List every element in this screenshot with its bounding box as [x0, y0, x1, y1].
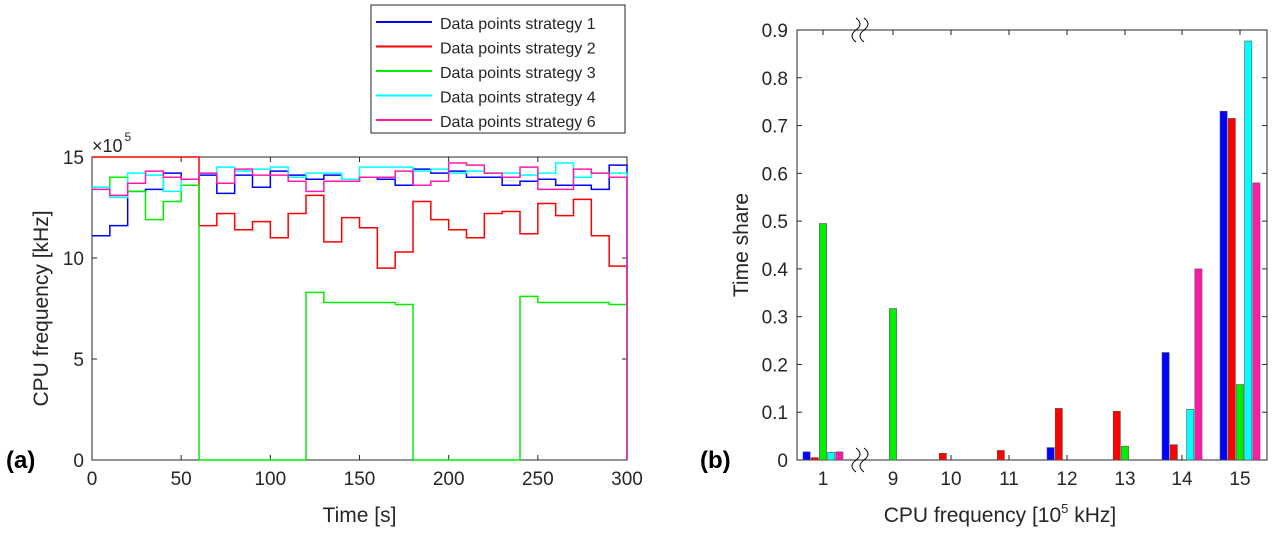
- y-tick-label: 0: [777, 451, 788, 472]
- bar-strategy-1-freq-12: [1046, 447, 1055, 461]
- bar-strategy-2-freq-11: [996, 450, 1005, 461]
- x-tick-label: 300: [611, 469, 643, 490]
- bar-chart: 0 0.1 0.2 0.3 0.4 0.5 0.6 0.7 0.8 0.9 1 9 10 11 12 13 14…: [730, 17, 1268, 527]
- axis-break-icon-bottom: [851, 447, 869, 473]
- bar-strategy-2-freq-13: [1112, 410, 1121, 461]
- bar-strategy-3-freq-9: [889, 308, 897, 461]
- bar-strategy-3-freq-1: [819, 223, 827, 461]
- x-tick-label: 10: [940, 469, 961, 490]
- y-axis-label: Time share: [730, 193, 753, 297]
- y-multiplier: ×10: [92, 136, 123, 156]
- x-tick-label: 0: [87, 469, 98, 490]
- x-tick-label: 14: [1171, 469, 1193, 490]
- plot-area: [91, 156, 628, 461]
- x-axis-label-unit: kHz]: [1068, 504, 1116, 527]
- bar-strategy-5-freq-15: [1252, 182, 1261, 461]
- y-tick-label: 15: [63, 148, 84, 169]
- y-tick-label: 0.5: [762, 212, 788, 233]
- y-tick-label: 0.9: [762, 21, 788, 42]
- y-tick-label: 0.4: [762, 260, 789, 281]
- bar-strategy-4-freq-14: [1186, 409, 1195, 461]
- y-axis-label: CPU frequency [kHz]: [30, 210, 53, 406]
- bar-strategy-1-freq-15: [1219, 110, 1228, 461]
- legend-label: Data points strategy 4: [440, 90, 596, 107]
- x-tick-label: 200: [433, 469, 465, 490]
- y-tick-label: 0.3: [762, 308, 788, 329]
- x-tick-label: 250: [522, 469, 554, 490]
- bar-strategy-2-freq-14: [1169, 444, 1178, 461]
- x-tick-label: 50: [171, 469, 192, 490]
- y-tick-label: 0.1: [762, 403, 788, 424]
- series-line-strategy-3: [92, 176, 628, 461]
- bar-strategy-2-freq-15: [1227, 118, 1236, 461]
- x-axis-label: CPU frequency [105 kHz]: [884, 501, 1117, 527]
- bar-strategy-5-freq-14: [1194, 268, 1203, 461]
- bar-strategy-5-freq-1: [835, 451, 844, 461]
- bar-strategy-2-freq-1: [810, 457, 819, 461]
- y-tick-label: 0: [73, 451, 84, 472]
- x-tick-label: 11: [999, 469, 1019, 490]
- x-tick-label: 150: [344, 469, 376, 490]
- x-tick-label: 100: [254, 469, 286, 490]
- panel-label-b: (b): [700, 447, 731, 474]
- series-line-strategy-5: [92, 162, 628, 460]
- y-multiplier-exp: 5: [125, 130, 132, 144]
- y-tick-label: 10: [63, 249, 84, 270]
- panel-label-a: (a): [6, 447, 35, 474]
- x-tick-label: 1: [818, 469, 829, 490]
- x-tick-label: 15: [1229, 469, 1250, 490]
- x-axis-label: Time [s]: [323, 504, 397, 527]
- legend-label: Data points strategy 2: [440, 41, 596, 58]
- bar-strategy-2-freq-10: [938, 453, 947, 461]
- y-tick-label: 0.2: [762, 355, 788, 376]
- bar-strategy-1-freq-14: [1161, 352, 1170, 461]
- bar-strategy-3-freq-13: [1121, 445, 1129, 461]
- y-tick-label: 0.6: [762, 164, 788, 185]
- x-axis-label-exponent: 5: [1061, 501, 1068, 516]
- bar-strategy-1-freq-1: [802, 451, 811, 461]
- bar-strategy-2-freq-12: [1054, 408, 1063, 461]
- legend-label: Data points strategy 1: [440, 16, 596, 33]
- y-tick-label: 5: [73, 350, 84, 371]
- y-tick-label: 0.7: [762, 117, 788, 138]
- legend-label: Data points strategy 6: [440, 114, 596, 131]
- legend-label: Data points strategy 3: [440, 65, 596, 82]
- series-line-strategy-2: [92, 156, 628, 460]
- x-tick-label: 13: [1114, 469, 1135, 490]
- bar-strategy-4-freq-1: [827, 452, 836, 461]
- bar-strategy-3-freq-15: [1236, 384, 1244, 461]
- legend-box: [370, 4, 626, 134]
- x-tick-label: 12: [1056, 469, 1077, 490]
- plot-area: [796, 29, 1268, 461]
- axis-break-icon-top: [851, 17, 869, 43]
- x-tick-label: 9: [888, 469, 899, 490]
- legend: Data points strategy 1 Data points strate…: [370, 4, 626, 134]
- bar-strategy-4-freq-15: [1244, 40, 1253, 461]
- y-tick-label: 0.8: [762, 69, 788, 90]
